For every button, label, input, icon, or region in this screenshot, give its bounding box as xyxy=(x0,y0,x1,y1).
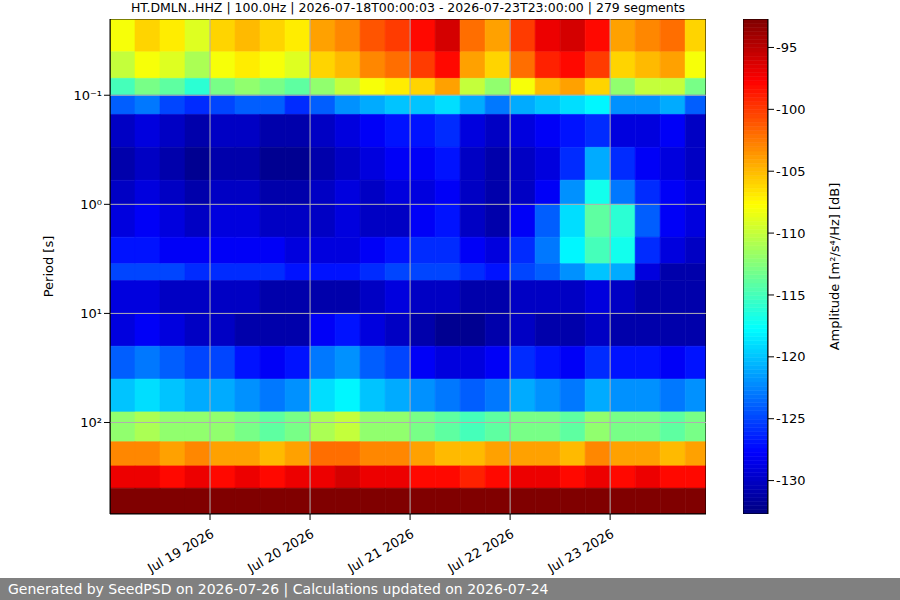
svg-text:Amplitude [m²/s⁴/Hz] [dB]: Amplitude [m²/s⁴/Hz] [dB] xyxy=(827,183,842,351)
svg-text:-100: -100 xyxy=(776,102,806,117)
svg-text:-115: -115 xyxy=(776,288,806,303)
svg-text:Jul 19 2026: Jul 19 2026 xyxy=(144,526,216,575)
svg-text:Jul 20 2026: Jul 20 2026 xyxy=(244,526,316,575)
svg-text:-125: -125 xyxy=(776,411,806,426)
svg-text:Period [s]: Period [s] xyxy=(41,236,56,298)
svg-text:10²: 10² xyxy=(80,415,102,430)
svg-text:-110: -110 xyxy=(776,226,806,241)
svg-text:-95: -95 xyxy=(776,40,797,55)
svg-text:10⁰: 10⁰ xyxy=(80,197,102,212)
svg-text:10¹: 10¹ xyxy=(80,306,102,321)
svg-text:10⁻¹: 10⁻¹ xyxy=(73,88,102,103)
svg-text:-105: -105 xyxy=(776,164,806,179)
svg-text:Jul 23 2026: Jul 23 2026 xyxy=(544,526,616,575)
html-text:HT.DMLN..HHZ | 100.0Hz | 2026-: HT.DMLN..HHZ | 100.0Hz | 2026-07-18T00:0… xyxy=(130,0,686,15)
svg-text:Jul 21 2026: Jul 21 2026 xyxy=(344,526,416,575)
html-text:Generated by SeedPSD on 2026-0: Generated by SeedPSD on 2026-07-26 | Cal… xyxy=(8,581,549,597)
svg-text:Jul 22 2026: Jul 22 2026 xyxy=(444,526,516,575)
svg-text:-120: -120 xyxy=(776,349,806,364)
svg-text:-130: -130 xyxy=(776,473,806,488)
